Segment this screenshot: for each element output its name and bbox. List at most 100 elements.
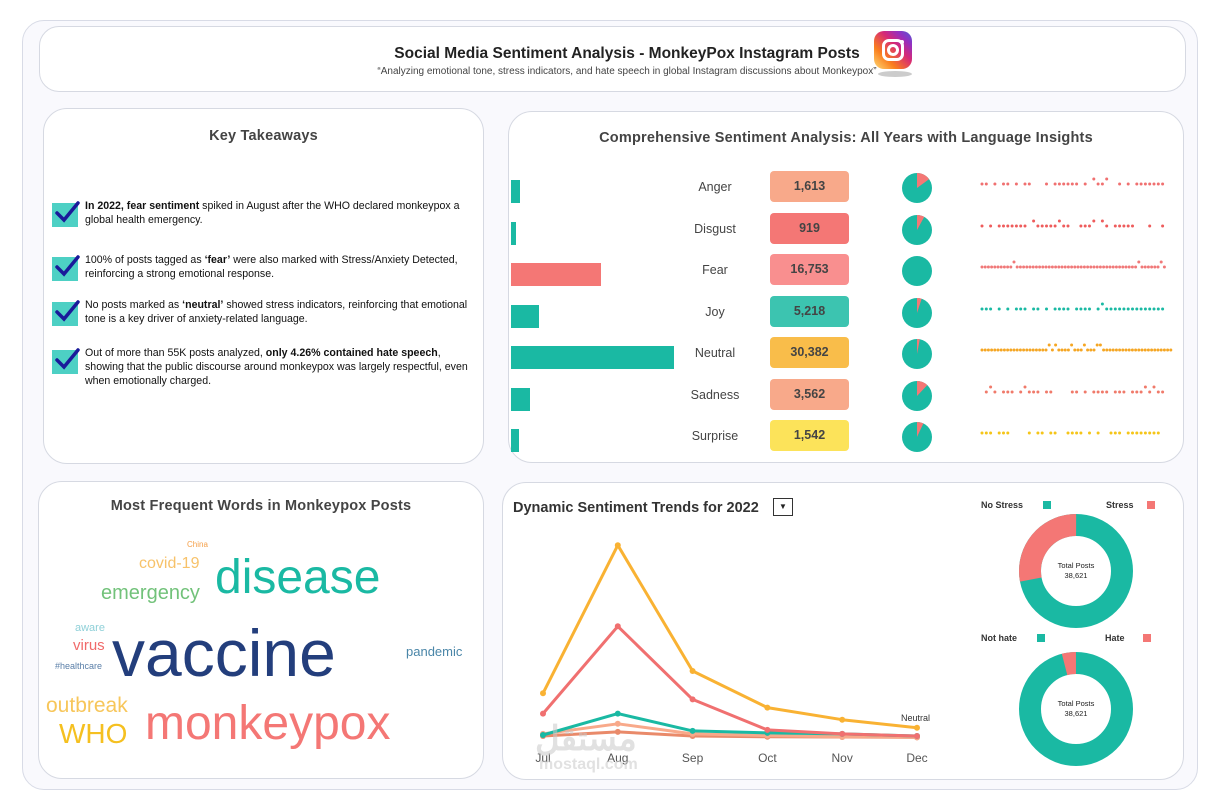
takeaway-pre: Out of more than 55K posts analyzed,: [85, 347, 266, 359]
emotion-count-badge: 919: [770, 212, 849, 244]
language-dot: [989, 431, 993, 435]
watermark-arabic: مستقل: [535, 720, 637, 758]
language-dot: [1152, 182, 1156, 186]
language-dot: [1102, 348, 1106, 352]
series-point: [540, 690, 546, 697]
language-dot: [1156, 431, 1160, 435]
language-dot: [1066, 182, 1070, 186]
language-dot: [1156, 348, 1160, 352]
emotion-label: Neutral: [694, 346, 736, 360]
language-dot: [1108, 265, 1112, 269]
pie-slice: [917, 380, 928, 396]
language-dot: [1134, 348, 1138, 352]
language-dot: [1073, 265, 1077, 269]
language-dot: [1139, 182, 1143, 186]
hate-donut-center: Total Posts 38,621: [1036, 699, 1116, 719]
language-dot: [1083, 224, 1087, 227]
language-dot: [1137, 348, 1141, 352]
takeaway-rest: were also marked with Stress/Anxiety Det…: [85, 254, 458, 280]
legend-stress-swatch: [1147, 501, 1155, 509]
language-dot: [1038, 265, 1042, 269]
language-dot: [1050, 265, 1054, 269]
language-dot: [1006, 182, 1010, 186]
language-dot: [1152, 307, 1156, 310]
language-dot: [1002, 265, 1006, 269]
series-point: [540, 732, 546, 738]
word-cloud-word: China: [187, 540, 208, 549]
language-dot: [1088, 224, 1091, 227]
language-dot: [1137, 260, 1141, 264]
sentiment-bar: [511, 429, 520, 452]
language-dot: [1105, 307, 1109, 310]
language-dot: [1063, 348, 1067, 352]
language-dot: [1006, 224, 1010, 227]
language-dot: [1025, 348, 1029, 352]
language-dot: [1040, 224, 1044, 227]
language-dot: [1079, 307, 1083, 310]
language-dot: [999, 348, 1003, 352]
language-dot: [1066, 307, 1070, 310]
language-dot: [1006, 265, 1010, 269]
hate-total-label: Total Posts: [1057, 699, 1095, 708]
language-dot: [1027, 431, 1031, 435]
emotion-pie: [902, 422, 932, 452]
logo-shadow: [878, 71, 912, 77]
language-dot: [1063, 265, 1067, 269]
stress-total-value: 38,621: [1064, 571, 1088, 580]
language-dot: [1060, 348, 1064, 352]
language-dot: [1118, 390, 1122, 393]
language-dot: [986, 265, 990, 269]
language-dot: [1019, 390, 1023, 393]
language-dot: [1139, 307, 1143, 310]
language-dot: [1036, 431, 1040, 435]
language-dot: [1066, 224, 1070, 227]
language-dot: [1096, 182, 1100, 186]
language-dot: [1134, 265, 1138, 269]
checkbox-icon: [52, 348, 80, 374]
language-dot: [1006, 431, 1010, 435]
language-dot: [1036, 224, 1040, 227]
language-dot: [993, 265, 997, 269]
language-dot: [1015, 265, 1019, 269]
language-dot: [1031, 265, 1035, 269]
language-dot: [1045, 307, 1048, 310]
language-dot: [1015, 348, 1019, 352]
language-dot: [989, 224, 993, 227]
language-dot: [1086, 348, 1090, 352]
language-dot: [980, 431, 984, 435]
pie-slice: [917, 214, 925, 230]
language-dot: [984, 182, 988, 186]
language-dot: [1111, 348, 1115, 352]
language-dot: [1143, 265, 1147, 269]
language-dot: [1161, 390, 1165, 393]
year-dropdown-arrow-icon[interactable]: ▼: [773, 498, 793, 516]
language-dot: [1096, 307, 1100, 310]
language-dot: [1036, 307, 1040, 310]
language-dot: [1114, 265, 1118, 269]
pie-slice: [917, 297, 922, 313]
language-dot: [1156, 307, 1160, 310]
stress-total-label: Total Posts: [1057, 561, 1095, 570]
emotion-pie: [902, 380, 932, 411]
language-dot: [1054, 343, 1058, 347]
series-point: [540, 710, 546, 717]
instagram-logo-icon: [874, 31, 912, 69]
pie-slice: [917, 173, 930, 188]
language-dot: [1088, 431, 1091, 435]
language-dot: [1045, 182, 1048, 186]
language-dot: [1118, 224, 1122, 227]
language-dot: [1076, 265, 1080, 269]
language-dot: [1113, 390, 1117, 393]
language-dot-strip: [980, 260, 1166, 269]
language-dot: [1126, 307, 1130, 310]
series-line-1: [541, 624, 918, 738]
sentiment-analysis-panel: Comprehensive Sentiment Analysis: All Ye…: [508, 111, 1184, 463]
language-dot: [1023, 182, 1027, 186]
language-dot: [1098, 343, 1102, 347]
language-dot: [1153, 265, 1157, 269]
sentiment-bar: [511, 221, 516, 245]
language-dot: [1045, 390, 1048, 393]
language-dot: [1148, 431, 1152, 435]
language-dot: [1079, 348, 1083, 352]
language-dot: [1018, 265, 1022, 269]
